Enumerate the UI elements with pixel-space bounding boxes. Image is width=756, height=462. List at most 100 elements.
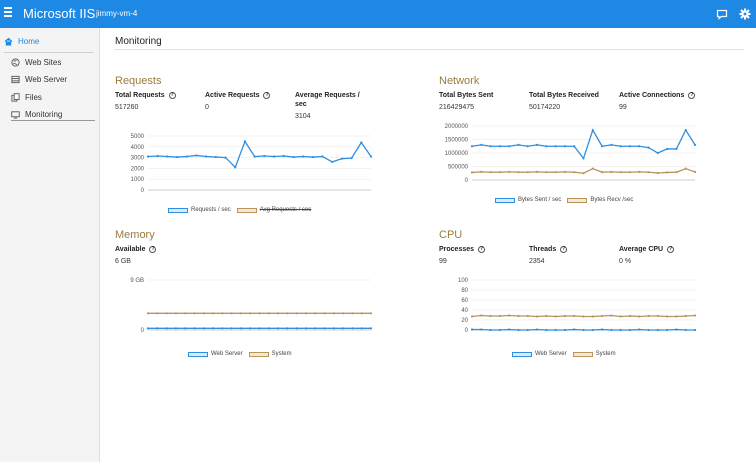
data-point[interactable] [545,328,548,332]
data-point[interactable] [638,328,641,331]
data-point[interactable] [480,328,483,331]
data-point[interactable] [156,312,159,315]
data-point[interactable] [230,312,233,315]
data-point[interactable] [156,327,159,330]
data-point[interactable] [195,154,198,157]
hamburger-icon[interactable] [4,7,14,21]
data-point[interactable] [249,312,252,315]
data-point[interactable] [675,171,678,174]
data-point[interactable] [600,145,604,148]
data-point[interactable] [480,143,483,146]
data-point[interactable] [573,145,576,148]
sidebar-item-web-sites[interactable]: Web Sites [11,58,61,67]
help-icon[interactable]: ? [560,246,568,253]
data-point[interactable] [193,312,196,315]
data-point[interactable] [146,327,150,330]
data-point[interactable] [647,146,650,149]
data-point[interactable] [517,171,520,174]
data-point[interactable] [554,315,557,318]
data-point[interactable] [666,171,669,174]
server-name[interactable]: jimmy-vm-4 [96,9,138,18]
data-point[interactable] [350,157,353,160]
data-point[interactable] [666,315,669,318]
data-point[interactable] [267,327,270,330]
data-point[interactable] [331,160,334,164]
data-point[interactable] [282,154,285,158]
sidebar-item-files[interactable]: Files [11,93,42,102]
data-point[interactable] [563,145,567,148]
data-point[interactable] [489,171,492,174]
data-point[interactable] [545,171,548,174]
data-point[interactable] [239,312,243,315]
data-point[interactable] [174,327,177,330]
data-point[interactable] [693,328,697,332]
data-point[interactable] [292,155,295,159]
data-point[interactable] [369,327,373,330]
data-point[interactable] [610,170,613,173]
data-point[interactable] [517,143,520,146]
data-point[interactable] [311,155,314,159]
data-point[interactable] [666,147,669,151]
data-point[interactable] [656,328,659,332]
data-point[interactable] [314,327,317,330]
data-point[interactable] [684,128,687,132]
data-point[interactable] [535,315,539,318]
data-point[interactable] [573,328,576,331]
data-point[interactable] [666,328,669,332]
data-point[interactable] [610,143,613,146]
data-point[interactable] [321,155,324,158]
data-point[interactable] [600,328,604,331]
help-icon[interactable]: ? [667,246,675,253]
data-point[interactable] [480,170,483,173]
data-point[interactable] [304,327,308,330]
data-point[interactable] [582,172,585,175]
data-point[interactable] [470,145,474,148]
data-point[interactable] [286,327,289,330]
data-point[interactable] [535,328,539,331]
data-point[interactable] [526,314,529,318]
data-point[interactable] [517,314,520,318]
data-point[interactable] [369,312,373,315]
data-point[interactable] [202,327,205,330]
data-point[interactable] [619,315,622,318]
data-point[interactable] [489,145,492,148]
data-point[interactable] [610,314,613,317]
legend-item[interactable]: Bytes Sent / sec [495,197,561,203]
help-icon[interactable]: ? [688,92,696,99]
help-icon[interactable]: ? [168,92,176,99]
data-point[interactable] [545,314,548,318]
data-point[interactable] [470,328,474,331]
data-point[interactable] [591,128,594,132]
data-point[interactable] [302,155,305,158]
data-point[interactable] [489,328,492,332]
data-point[interactable] [693,314,697,317]
data-point[interactable] [253,155,256,158]
data-point[interactable] [360,141,363,144]
data-point[interactable] [563,328,567,332]
data-point[interactable] [554,145,557,148]
help-icon[interactable]: ? [478,246,486,253]
data-point[interactable] [591,167,594,170]
data-point[interactable] [224,156,227,159]
data-point[interactable] [656,171,659,175]
data-point[interactable] [175,155,179,159]
data-point[interactable] [166,155,169,158]
data-point[interactable] [185,155,188,158]
data-point[interactable] [526,145,529,148]
legend-item[interactable]: System [572,351,616,357]
data-point[interactable] [342,327,345,330]
data-point[interactable] [554,328,557,332]
data-point[interactable] [230,327,233,330]
data-point[interactable] [693,170,697,173]
data-point[interactable] [573,314,576,318]
data-point[interactable] [214,155,217,159]
data-point[interactable] [573,171,576,174]
data-point[interactable] [205,155,208,158]
data-point[interactable] [286,312,289,315]
data-point[interactable] [656,314,659,318]
chat-icon[interactable] [716,8,728,20]
data-point[interactable] [239,327,243,330]
data-point[interactable] [600,314,604,318]
data-point[interactable] [360,327,363,330]
data-point[interactable] [314,312,317,315]
